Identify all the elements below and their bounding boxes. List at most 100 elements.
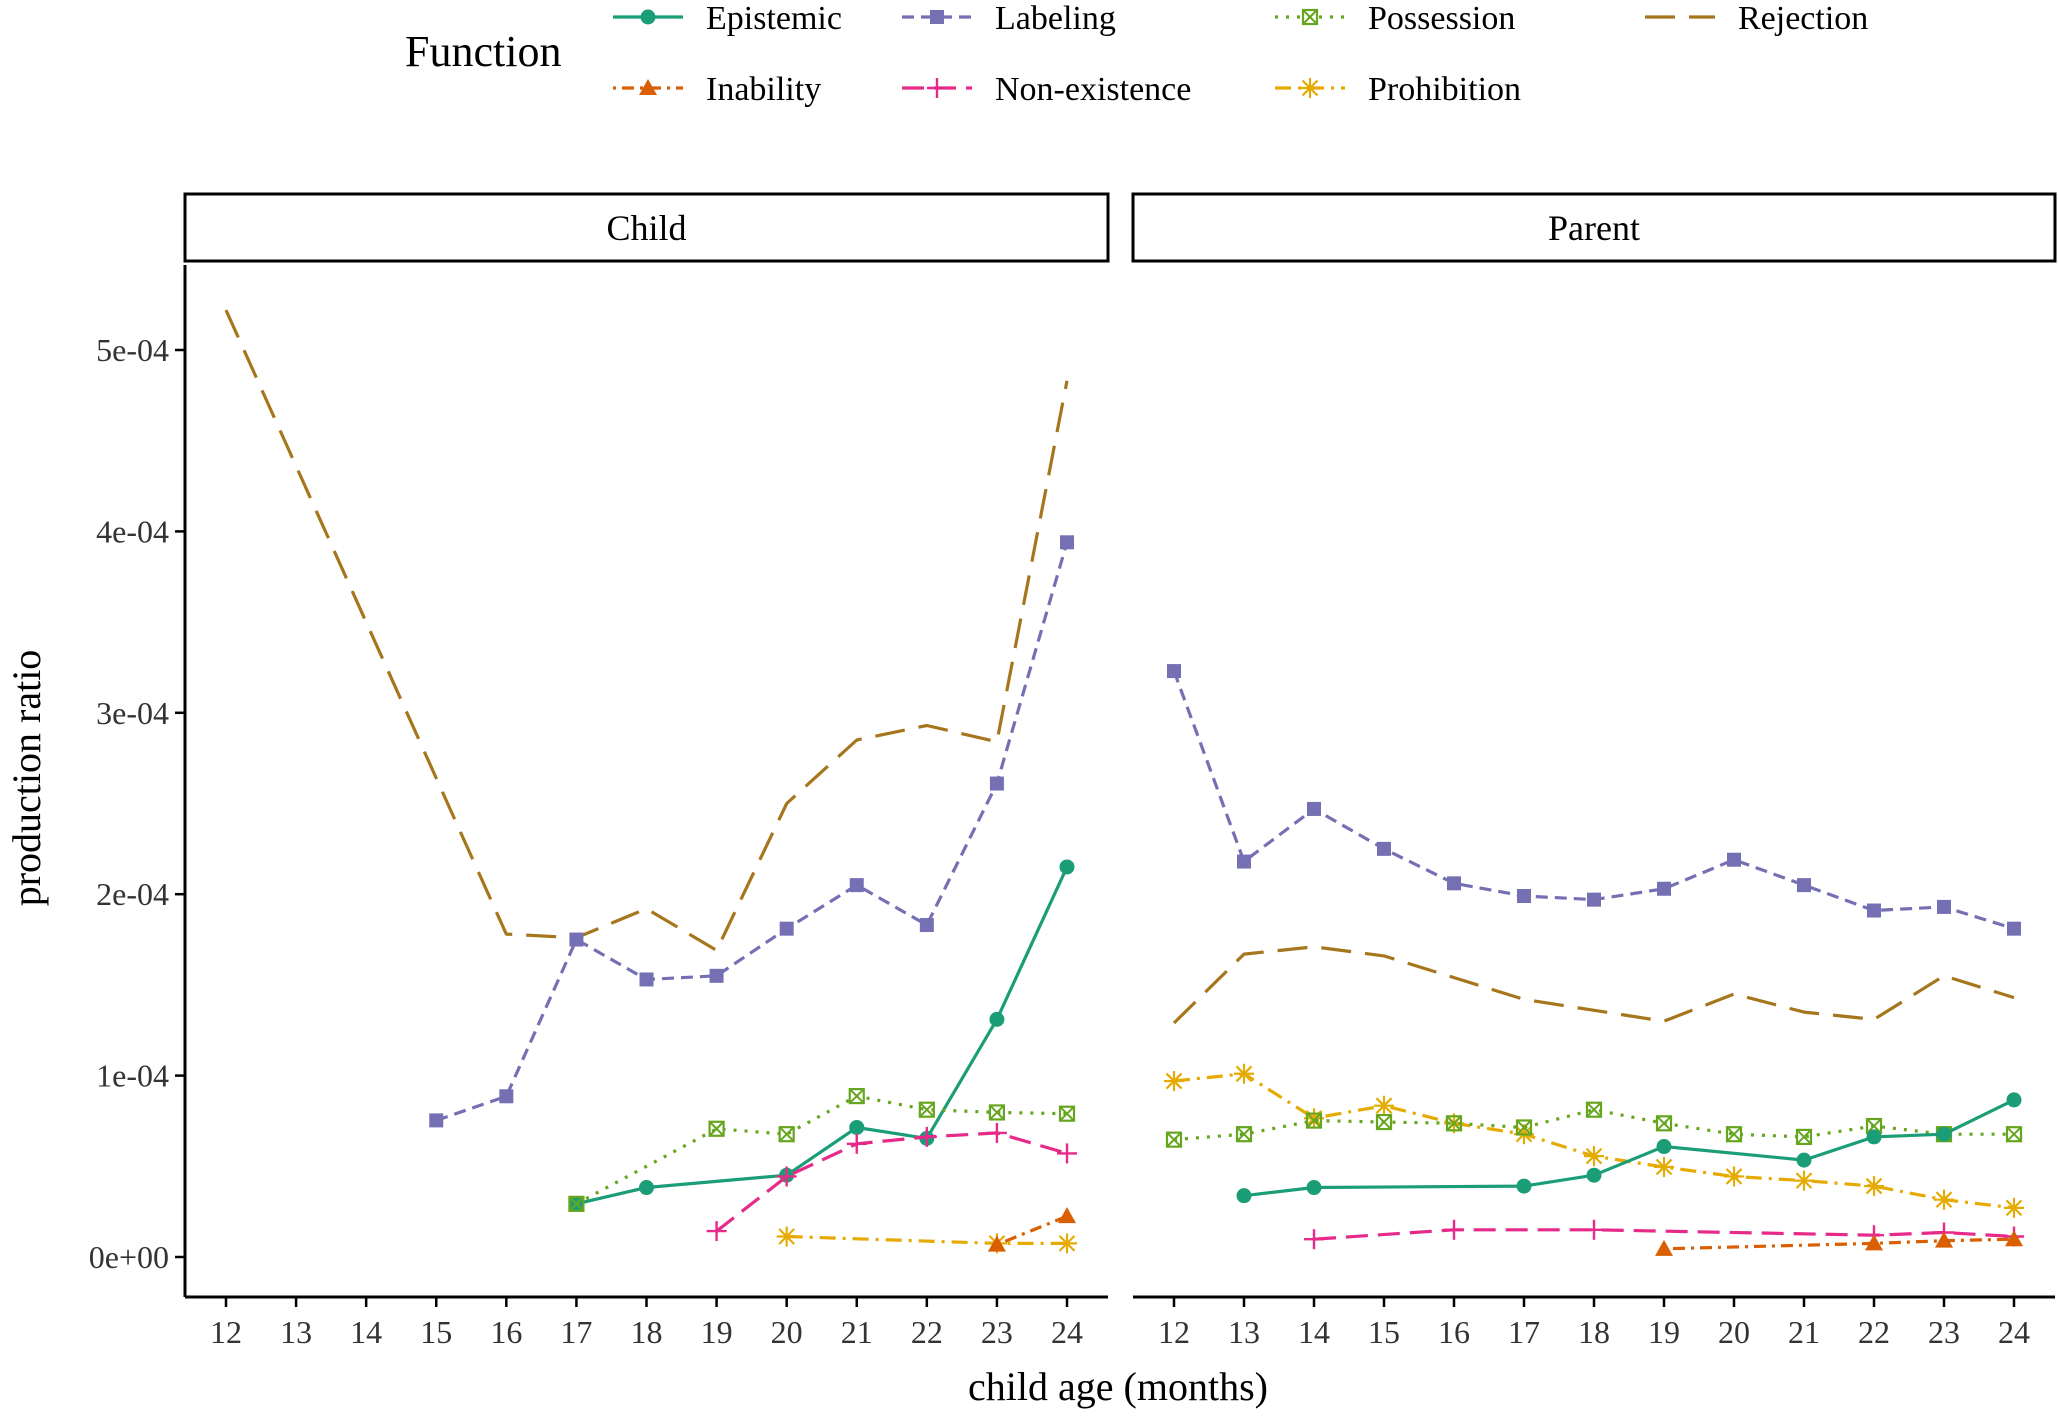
panel-strip-label: Child (606, 208, 686, 248)
data-point-possession (988, 1104, 1006, 1121)
x-tick-label: 14 (1298, 1314, 1330, 1350)
y-tick-label: 1e-04 (96, 1058, 169, 1094)
y-tick-label: 3e-04 (96, 695, 169, 731)
series-inability (1655, 1230, 2023, 1256)
data-point-labeling (2007, 921, 2021, 936)
x-tick-label: 17 (1508, 1314, 1540, 1350)
x-tick-label: 18 (1578, 1314, 1610, 1350)
legend-item-nonexistence: Non-existence (902, 71, 1191, 108)
data-point-nonexistence (1304, 1229, 1324, 1250)
legend-label-possession: Possession (1368, 0, 1515, 37)
data-point-labeling (779, 921, 794, 936)
data-point-labeling (1237, 854, 1251, 869)
y-tick-label: 2e-04 (96, 876, 169, 912)
data-point-labeling (1867, 903, 1881, 918)
data-point-epistemic (1656, 1139, 1672, 1155)
panels: Child 0e+00 1e-04 2e-04 3e-04 4e-04 5e-04 12 13 1… (89, 192, 2057, 1350)
data-point-inability (1865, 1234, 1883, 1251)
series-labeling (1167, 664, 2021, 936)
data-point-labeling (1307, 801, 1321, 816)
data-point-epistemic (2006, 1092, 2022, 1108)
legend-key-prohibition (1275, 78, 1345, 98)
data-point-inability (1655, 1239, 1673, 1256)
legend-marker-inability (639, 79, 657, 95)
legend-marker-epistemic (640, 9, 656, 25)
y-tick-label: 5e-04 (96, 332, 169, 368)
data-point-possession (1585, 1101, 1603, 1118)
x-tick-label: 16 (1438, 1314, 1470, 1350)
x-tick-label: 13 (280, 1314, 312, 1350)
data-point-possession (918, 1101, 935, 1118)
x-tick-label: 15 (1368, 1314, 1400, 1350)
x-tick-label: 13 (1228, 1314, 1260, 1350)
data-point-epistemic (849, 1119, 865, 1135)
data-point-epistemic (1936, 1126, 1952, 1142)
data-point-labeling (1060, 535, 1074, 550)
data-point-prohibition (776, 1226, 797, 1247)
data-point-epistemic (1796, 1152, 1812, 1168)
data-point-possession (778, 1126, 795, 1143)
legend-label-nonexistence: Non-existence (995, 71, 1191, 108)
legend-label-prohibition: Prohibition (1368, 71, 1521, 108)
data-point-prohibition (2004, 1197, 2024, 1218)
legend-item-possession: Possession (1275, 0, 1515, 37)
x-tick-label: 16 (490, 1314, 522, 1350)
x-tick-label: 24 (1998, 1314, 2030, 1350)
axis-labels: child age (months) production ratio (4, 650, 1268, 1409)
x-tick-label: 23 (981, 1314, 1013, 1350)
data-point-labeling (1727, 852, 1741, 867)
data-point-epistemic (989, 1011, 1005, 1027)
series-possession (1165, 1101, 2023, 1148)
data-point-epistemic (1059, 859, 1075, 875)
data-point-possession (568, 1195, 585, 1212)
data-point-labeling (569, 932, 584, 947)
data-point-epistemic (1586, 1167, 1602, 1183)
data-point-possession (1235, 1126, 1253, 1143)
x-tick-label: 14 (350, 1314, 382, 1350)
legend-marker-labeling (930, 10, 944, 24)
data-point-labeling (1797, 878, 1811, 893)
legend-label-labeling: Labeling (995, 0, 1116, 37)
data-point-inability (1935, 1231, 1953, 1248)
data-point-possession (1725, 1126, 1743, 1143)
legend-item-prohibition: Prohibition (1275, 71, 1521, 108)
data-point-possession (1375, 1113, 1393, 1131)
data-point-inability (987, 1235, 1006, 1252)
x-tick-label: 15 (420, 1314, 452, 1350)
data-point-possession (1058, 1105, 1076, 1122)
data-point-epistemic (1866, 1129, 1882, 1145)
series-line-rejection (224, 309, 1069, 953)
legend-marker-nonexistence (927, 78, 947, 98)
panel-parent: Parent 12 13 14 15 16 17 18 19 20 21 22 23 24 (1131, 192, 2057, 1350)
y-tick-label: 0e+00 (89, 1239, 169, 1275)
data-point-inability (1058, 1207, 1076, 1224)
panel-child: Child 0e+00 1e-04 2e-04 3e-04 4e-04 5e-04 12 13 1… (89, 192, 1110, 1350)
series-line-nonexistence (1313, 1228, 2015, 1241)
data-point-prohibition (1934, 1189, 1954, 1210)
data-point-labeling (1167, 664, 1181, 679)
data-point-labeling (1937, 899, 1951, 914)
x-tick-label: 21 (1788, 1314, 1820, 1350)
panel-strip-label: Parent (1548, 208, 1640, 248)
y-tick-label: 4e-04 (96, 513, 169, 549)
legend-marker-possession (1301, 8, 1319, 26)
series-rejection (224, 309, 1069, 953)
data-point-prohibition (1584, 1146, 1604, 1167)
legend-label-inability: Inability (706, 71, 821, 108)
series-line-labeling (1172, 670, 2015, 931)
series-epistemic (1236, 1092, 2022, 1204)
series-rejection (1172, 945, 2015, 1025)
data-point-labeling (919, 918, 934, 933)
data-point-labeling (429, 1113, 444, 1128)
series-line-epistemic (1243, 1098, 2015, 1198)
legend-title: Function (405, 27, 561, 76)
data-point-inability (2005, 1230, 2023, 1247)
data-point-prohibition (1654, 1157, 1674, 1178)
legend-label-epistemic: Epistemic (706, 0, 842, 37)
data-point-labeling (499, 1089, 514, 1104)
data-point-labeling (639, 972, 654, 987)
data-point-epistemic (1516, 1178, 1532, 1194)
series-labeling (429, 535, 1074, 1128)
data-point-nonexistence (776, 1166, 797, 1187)
